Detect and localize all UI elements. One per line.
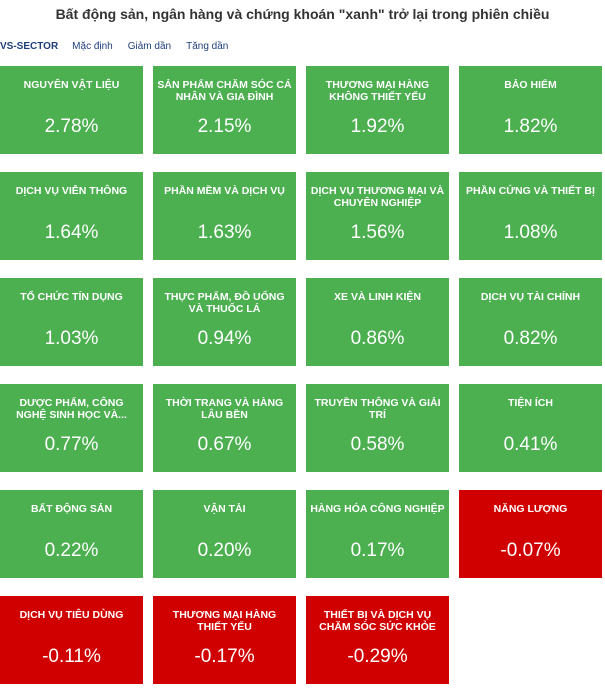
sector-name: BẢO HIỂM (504, 79, 557, 91)
sector-tile[interactable]: BẤT ĐỘNG SẢN 0.22% (0, 490, 143, 578)
sector-name: TRUYỀN THÔNG VÀ GIẢI TRÍ (314, 397, 441, 421)
sector-name: NĂNG LƯỢNG (493, 503, 568, 515)
sector-name: TỔ CHỨC TÍN DỤNG (20, 291, 123, 303)
sector-tile[interactable]: XE VÀ LINH KIỆN 0.86% (306, 278, 449, 366)
sector-change: -0.11% (42, 646, 101, 667)
sector-change: -0.17% (194, 646, 255, 667)
sector-tile[interactable]: VẬN TẢI 0.20% (153, 490, 296, 578)
sector-change: 0.82% (503, 328, 558, 349)
sort-ascending-button[interactable]: Tăng dần (186, 40, 229, 52)
sector-tile[interactable]: TỔ CHỨC TÍN DỤNG 1.03% (0, 278, 143, 366)
sector-name: THƯƠNG MẠI HÀNG THIẾT YẾU (172, 609, 277, 633)
sector-tile[interactable]: NGUYÊN VẬT LIỆU 2.78% (0, 66, 143, 154)
sector-tile[interactable]: PHẦN CỨNG VÀ THIẾT BỊ 1.08% (459, 172, 602, 260)
sector-name: PHẦN MỀM VÀ DỊCH VỤ (164, 185, 285, 197)
sector-name: THIẾT BỊ VÀ DỊCH VỤ CHĂM SÓC SỨC KHỎE (319, 609, 436, 633)
sector-tile[interactable]: TRUYỀN THÔNG VÀ GIẢI TRÍ 0.58% (306, 384, 449, 472)
sector-tile[interactable]: HÀNG HÓA CÔNG NGHIỆP 0.17% (306, 490, 449, 578)
sector-name: DỊCH VỤ VIỄN THÔNG (15, 185, 128, 197)
sector-change: 1.03% (44, 328, 99, 349)
sector-tile[interactable]: THỰC PHẨM, ĐỒ UỐNG VÀ THUỐC LÁ 0.94% (153, 278, 296, 366)
sector-tile[interactable]: THƯƠNG MẠI HÀNG KHÔNG THIẾT YẾU 1.92% (306, 66, 449, 154)
sector-name: VẬN TẢI (203, 503, 246, 515)
sector-change: 0.77% (44, 434, 99, 455)
sector-change: 0.17% (350, 540, 405, 561)
sort-toolbar: VS-SECTOR Mặc định Giảm dần Tăng dần (0, 39, 243, 53)
sector-change: 2.15% (197, 116, 252, 137)
page-title: Bất động sản, ngân hàng và chứng khoán "… (55, 6, 550, 22)
sector-name: BẤT ĐỘNG SẢN (30, 503, 113, 515)
sector-change: 1.63% (197, 222, 252, 243)
sector-tile[interactable]: DỊCH VỤ TIÊU DÙNG -0.11% (0, 596, 143, 684)
sector-change: 1.08% (503, 222, 558, 243)
sector-name: HÀNG HÓA CÔNG NGHIỆP (310, 503, 445, 515)
sector-tile[interactable]: TIỆN ÍCH 0.41% (459, 384, 602, 472)
sort-descending-button[interactable]: Giảm dần (127, 40, 172, 52)
sector-change: 1.64% (44, 222, 99, 243)
sector-name: THỰC PHẨM, ĐỒ UỐNG VÀ THUỐC LÁ (164, 291, 285, 315)
sector-change: 0.41% (503, 434, 558, 455)
sector-tile[interactable]: DỊCH VỤ VIỄN THÔNG 1.64% (0, 172, 143, 260)
sector-tile[interactable]: DƯỢC PHẨM, CÔNG NGHỆ SINH HỌC VÀ... 0.77% (0, 384, 143, 472)
sector-change: 2.78% (44, 116, 99, 137)
sector-tile[interactable]: DỊCH VỤ THƯƠNG MẠI VÀ CHUYÊN NGHIỆP 1.56% (306, 172, 449, 260)
index-label: VS-SECTOR (0, 40, 59, 52)
sector-name: DỊCH VỤ TÀI CHÍNH (480, 291, 581, 303)
sector-change: -0.07% (500, 540, 561, 561)
sort-default-button[interactable]: Mặc định (72, 40, 113, 52)
sector-name: THƯƠNG MẠI HÀNG KHÔNG THIẾT YẾU (325, 79, 430, 103)
sector-change: 0.94% (197, 328, 252, 349)
sector-tile[interactable]: NĂNG LƯỢNG -0.07% (459, 490, 602, 578)
sector-tile[interactable]: THIẾT BỊ VÀ DỊCH VỤ CHĂM SÓC SỨC KHỎE -0.… (306, 596, 449, 684)
sector-name: DỊCH VỤ TIÊU DÙNG (19, 609, 124, 621)
sector-change: 0.86% (350, 328, 405, 349)
sector-change: 0.22% (44, 540, 99, 561)
sector-heatmap: NGUYÊN VẬT LIỆU 2.78% SẢN PHẨM CHĂM SÓC CÁ… (0, 66, 605, 688)
sector-change: 0.67% (197, 434, 252, 455)
sector-change: 0.58% (350, 434, 405, 455)
sector-tile[interactable]: SẢN PHẨM CHĂM SÓC CÁ NHÂN VÀ GIA ĐÌNH 2.1… (153, 66, 296, 154)
sector-tile[interactable]: THƯƠNG MẠI HÀNG THIẾT YẾU -0.17% (153, 596, 296, 684)
sector-name: XE VÀ LINH KIỆN (334, 291, 421, 303)
sector-tile[interactable]: DỊCH VỤ TÀI CHÍNH 0.82% (459, 278, 602, 366)
sector-change: -0.29% (347, 646, 408, 667)
sector-tile[interactable]: PHẦN MỀM VÀ DỊCH VỤ 1.63% (153, 172, 296, 260)
sector-name: THỜI TRANG VÀ HÀNG LÂU BỀN (165, 397, 284, 421)
sector-change: 1.82% (503, 116, 558, 137)
sector-change: 1.92% (350, 116, 405, 137)
sector-name: DỊCH VỤ THƯƠNG MẠI VÀ CHUYÊN NGHIỆP (310, 185, 445, 209)
sector-name: TIỆN ÍCH (508, 397, 553, 409)
sector-change: 1.56% (350, 222, 405, 243)
sector-change: 0.20% (197, 540, 252, 561)
sector-tile[interactable]: BẢO HIỂM 1.82% (459, 66, 602, 154)
sector-name: NGUYÊN VẬT LIỆU (23, 79, 120, 91)
sector-tile[interactable]: THỜI TRANG VÀ HÀNG LÂU BỀN 0.67% (153, 384, 296, 472)
sector-name: PHẦN CỨNG VÀ THIẾT BỊ (466, 185, 595, 197)
sector-name: DƯỢC PHẨM, CÔNG NGHỆ SINH HỌC VÀ... (16, 397, 127, 421)
sector-name: SẢN PHẨM CHĂM SÓC CÁ NHÂN VÀ GIA ĐÌNH (157, 79, 292, 103)
